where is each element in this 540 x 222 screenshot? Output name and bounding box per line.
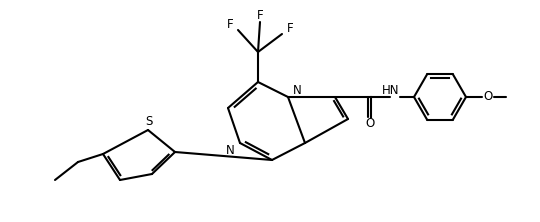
Text: N: N [226, 143, 235, 157]
Text: HN: HN [382, 83, 400, 97]
Text: F: F [287, 22, 293, 36]
Text: O: O [483, 91, 492, 103]
Text: S: S [145, 115, 153, 129]
Text: F: F [256, 10, 264, 22]
Text: F: F [227, 18, 233, 32]
Text: N: N [293, 85, 302, 97]
Text: O: O [366, 117, 375, 131]
